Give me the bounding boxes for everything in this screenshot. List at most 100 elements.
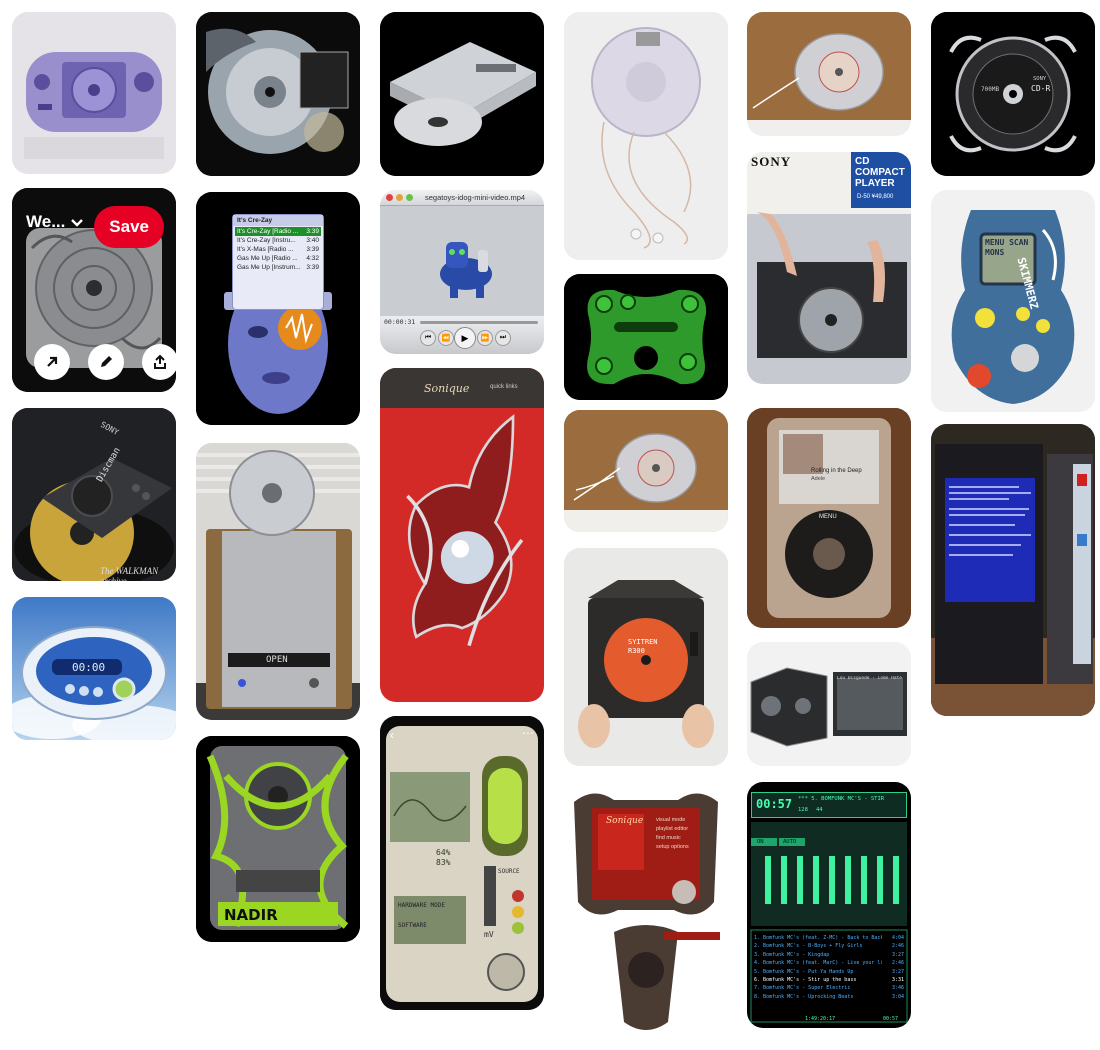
pin-green-winamp-skin[interactable]: 00:57 *** 5. BOMFUNK MC'S - STIR 128 44 … xyxy=(747,782,911,1028)
pin-chrome-cd[interactable] xyxy=(196,12,360,176)
pin-green-bubble-skin[interactable] xyxy=(564,274,728,400)
arrow-up-right-icon xyxy=(47,356,58,367)
playlist-row-title: It's X-Mas [Radio ... xyxy=(237,246,294,253)
playlist-row[interactable]: It's Cre-Zay [Instru... 3:40 xyxy=(235,236,321,245)
more-icon[interactable]: ⋯ xyxy=(522,726,534,740)
play-button[interactable]: ▶ xyxy=(454,327,476,349)
pin-sony-cd-player-ad[interactable]: SONY CD COMPACT PLAYER D-50 ¥49,800 xyxy=(747,152,911,384)
winamp-row-title: 8. Bomfunk MC's - Uprocking Beats xyxy=(754,993,854,1000)
pin-clear-ipod[interactable]: Rolling in the Deep Adele MENU xyxy=(747,408,911,628)
pin-stereo-cd[interactable]: OPEN xyxy=(196,443,360,720)
sonique-menu-item[interactable]: playlist editor xyxy=(656,826,689,832)
pin-sonique-skin[interactable]: Sonique visual mode playlist editor find m… xyxy=(564,782,728,1044)
ipod-artist: Adele xyxy=(811,476,826,482)
player-title: segatoys-idog-mini-video.mp4 xyxy=(425,193,526,202)
winamp-playlist-row[interactable]: 1. Bomfunk MC's (feat. Z-MC) - Back to B… xyxy=(754,934,904,942)
winamp-row-title: 7. Bomfunk MC's - Super Electric xyxy=(754,985,851,992)
scifi-source-label: SOURCE xyxy=(498,868,520,875)
vending-machine-image xyxy=(931,424,1095,716)
playlist-title: It's Cre-Zay xyxy=(233,215,323,226)
robot-dog-video-frame xyxy=(380,206,544,324)
playlist-row-title: Gas Me Up [Radio ... xyxy=(237,255,298,262)
window-zoom-icon[interactable] xyxy=(406,194,413,201)
end-button[interactable]: ⏭ xyxy=(495,330,511,346)
ipod-song-title: Rolling in the Deep xyxy=(811,468,862,474)
playlist-window[interactable]: It's Cre-Zay It's Cre-Zay [Radio ... 3:39… xyxy=(232,214,324,310)
player-time: 00:00:31 xyxy=(384,318,416,326)
window-minimize-icon[interactable] xyxy=(396,194,403,201)
save-button[interactable]: Save xyxy=(94,206,164,248)
winamp-row-title: 2. Bomfunk MC's - B-Boys + Fly Girls xyxy=(754,943,863,950)
clear-case-cd-image xyxy=(380,12,544,176)
winamp-topbar: 00:57 *** 5. BOMFUNK MC'S - STIR 128 44 xyxy=(751,792,907,818)
winamp-playlist-row[interactable]: 3. Bomfunk MC's - Kingdap 3:27 xyxy=(754,951,904,959)
back-button[interactable]: ⏪ xyxy=(438,330,454,346)
winamp-playlist-row[interactable]: 5. Bomfunk MC's - Put Ya Hands Up 3:27 xyxy=(754,968,904,976)
visit-link-button[interactable] xyxy=(34,344,70,380)
back-chevron-icon[interactable]: ‹ xyxy=(390,728,394,742)
pin-skimmerz-toy[interactable]: MENU SCAN MONS SKIMMERZ xyxy=(931,190,1095,412)
winamp-auto-button[interactable]: AUTO xyxy=(783,839,797,845)
skin-time-display: 00:00 xyxy=(72,661,106,674)
wm-list-item: Lou Disguede - Come Hate Ever Time Em xyxy=(837,676,903,681)
sonique-skin-image xyxy=(564,782,728,1044)
pin-transparent-console[interactable] xyxy=(12,12,176,174)
playlist-row[interactable]: It's Cre-Zay [Radio ... 3:39 xyxy=(235,227,321,236)
pin-syitren-player[interactable]: SYITREN R300 xyxy=(564,548,728,766)
pin-robot-head-player[interactable]: It's Cre-Zay It's Cre-Zay [Radio ... 3:39… xyxy=(196,192,360,425)
winamp-playlist-row[interactable]: 7. Bomfunk MC's - Super Electric 3:46 xyxy=(754,984,904,992)
playlist-row-title: Gas Me Up [Instrum... xyxy=(237,264,301,271)
green-bubble-skin-image xyxy=(564,274,728,400)
rewind-button[interactable]: ⏮ xyxy=(420,330,436,346)
winamp-playlist-row[interactable]: 2. Bomfunk MC's - B-Boys + Fly Girls 2:46 xyxy=(754,942,904,950)
pin-clear-cd-player-earbuds[interactable] xyxy=(564,12,728,260)
playlist-row[interactable]: Gas Me Up [Radio ... 4:32 xyxy=(235,254,321,263)
scifi-software-label: SOFTWARE xyxy=(398,922,427,929)
pin-windows-media-skin[interactable]: Lou Disguede - Come Hate Ever Time Em xyxy=(747,642,911,766)
winamp-playlist-row[interactable]: 4. Bomfunk MC's (feat. MarC) - Live your… xyxy=(754,959,904,967)
pin-sony-cdr-chrome[interactable]: 700MB CD-R SONY xyxy=(931,12,1095,176)
sonique-menu-item[interactable]: find music xyxy=(656,835,681,841)
sonique-header-strip: Sonique quick links xyxy=(380,368,544,408)
playlist-row-time: 3:40 xyxy=(306,237,319,244)
share-button[interactable] xyxy=(142,344,176,380)
scifi-device-image xyxy=(380,716,544,1010)
syitren-player-image xyxy=(564,548,728,766)
playlist-row-title: It's Cre-Zay [Radio ... xyxy=(237,228,299,235)
pin-clear-cd-player-top[interactable] xyxy=(747,12,911,136)
pin-sony-discman[interactable]: SONY Discman The WALKMAN archive xyxy=(12,408,176,581)
pin-chrome-tribal-art[interactable]: Sonique quick links xyxy=(380,368,544,702)
ipod-menu-label: MENU xyxy=(819,514,837,520)
playlist-rows: It's Cre-Zay [Radio ... 3:39 It's Cre-Zay … xyxy=(233,226,323,273)
edit-button[interactable] xyxy=(88,344,124,380)
winamp-time: 00:57 xyxy=(756,797,793,811)
pin-scifi-device[interactable]: 64% 83% SOURCE mV HARDWARE MODE SOFTWARE… xyxy=(380,716,544,1010)
pin-cd-player-hover[interactable]: We... Save xyxy=(12,188,176,392)
winamp-playlist-row[interactable]: 8. Bomfunk MC's - Uprocking Beats 3:04 xyxy=(754,993,904,1001)
winamp-playlist-row[interactable]: 6. Bomfunk MC's - Stir up the bass 3:31 xyxy=(754,976,904,984)
pin-nadir-device[interactable]: NADIR xyxy=(196,736,360,942)
forward-button[interactable]: ⏩ xyxy=(477,330,493,346)
window-close-icon[interactable] xyxy=(386,194,393,201)
pin-vending-machine-bsod[interactable] xyxy=(931,424,1095,716)
pin-clear-case-cd[interactable] xyxy=(380,12,544,176)
playlist-row[interactable]: Gas Me Up [Instrum... 3:39 xyxy=(235,263,321,272)
discman-image xyxy=(12,408,176,581)
playlist-row[interactable]: It's X-Mas [Radio ... 3:39 xyxy=(235,245,321,254)
pin-clear-cd-player-table[interactable] xyxy=(564,410,728,532)
windows-media-skin-image xyxy=(747,642,911,766)
share-icon xyxy=(154,354,166,369)
winamp-bitrate: 128 xyxy=(798,807,808,813)
board-select-button[interactable]: We... xyxy=(26,212,84,232)
sonique-header-label: Sonique xyxy=(424,382,470,395)
player-controls: 00:00:31 ⏮ ⏪ ▶ ⏩ ⏭ xyxy=(380,316,544,354)
sonique-menu-item[interactable]: visual mode xyxy=(656,817,686,823)
winamp-row-time: 3:27 xyxy=(891,951,904,958)
winamp-on-button[interactable]: ON xyxy=(757,839,764,845)
winamp-playlist: 1. Bomfunk MC's (feat. Z-MC) - Back to B… xyxy=(754,934,904,1001)
skimmerz-screen-text: MENU SCAN MONS xyxy=(985,238,1029,257)
seek-bar[interactable] xyxy=(420,321,538,324)
pin-video-player[interactable]: segatoys-idog-mini-video.mp4 00:00:31 ⏮ … xyxy=(380,190,544,354)
pin-media-player-skin[interactable]: 00:00 xyxy=(12,597,176,740)
sonique-menu-item[interactable]: setup options xyxy=(656,844,689,850)
